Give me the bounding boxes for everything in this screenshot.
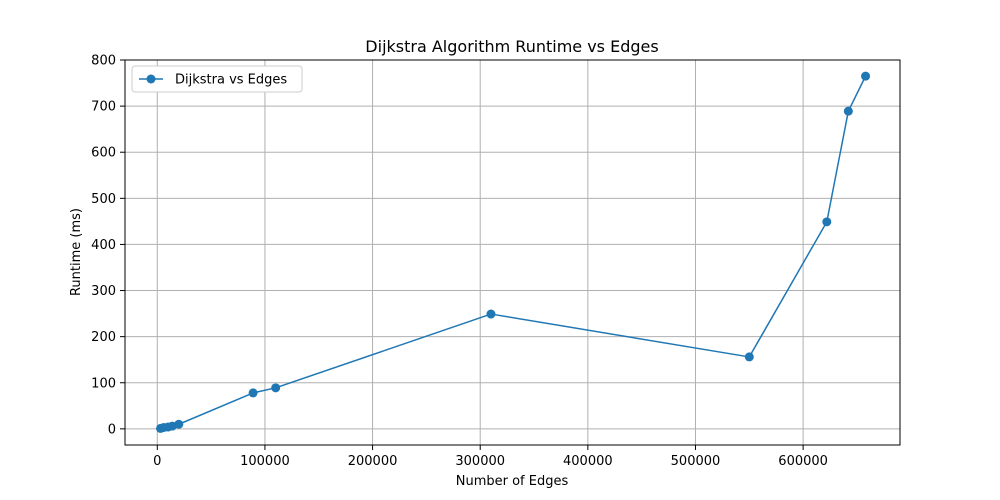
legend: Dijkstra vs Edges xyxy=(131,65,303,93)
data-point xyxy=(248,388,258,398)
y-tick-label: 0 xyxy=(108,422,116,437)
y-tick-label: 300 xyxy=(91,284,116,299)
y-tick-label: 500 xyxy=(91,192,116,207)
series-layer xyxy=(156,71,871,433)
data-point xyxy=(271,383,281,393)
axis-ticks: 0 100000 200000 300000 400000 500000 600000 0 10… xyxy=(91,54,828,470)
data-point xyxy=(843,106,853,116)
y-tick-label: 200 xyxy=(91,330,116,345)
chart-title: Dijkstra Algorithm Runtime vs Edges xyxy=(365,37,658,56)
x-tick-label: 200000 xyxy=(348,454,398,469)
y-axis-label: Runtime (ms) xyxy=(69,208,84,296)
y-tick-label: 600 xyxy=(91,146,116,161)
data-point xyxy=(744,352,754,362)
data-point xyxy=(822,217,832,227)
x-tick-label: 400000 xyxy=(563,454,613,469)
data-point xyxy=(174,419,184,429)
x-tick-label: 0 xyxy=(153,454,161,469)
y-tick-label: 100 xyxy=(91,376,116,391)
x-axis-label: Number of Edges xyxy=(456,474,569,489)
x-tick-label: 500000 xyxy=(671,454,721,469)
legend-marker-swatch xyxy=(146,74,156,84)
x-tick-label: 300000 xyxy=(455,454,505,469)
y-tick-label: 700 xyxy=(91,100,116,115)
y-tick-label: 800 xyxy=(91,54,116,69)
y-tick-label: 400 xyxy=(91,238,116,253)
data-point xyxy=(861,71,871,81)
x-tick-label: 600000 xyxy=(778,454,828,469)
x-tick-label: 100000 xyxy=(240,454,290,469)
grid xyxy=(125,59,900,445)
data-point xyxy=(486,309,496,319)
plot-frame xyxy=(124,59,901,446)
legend-entry-label: Dijkstra vs Edges xyxy=(175,73,287,88)
legend-box xyxy=(131,65,303,93)
